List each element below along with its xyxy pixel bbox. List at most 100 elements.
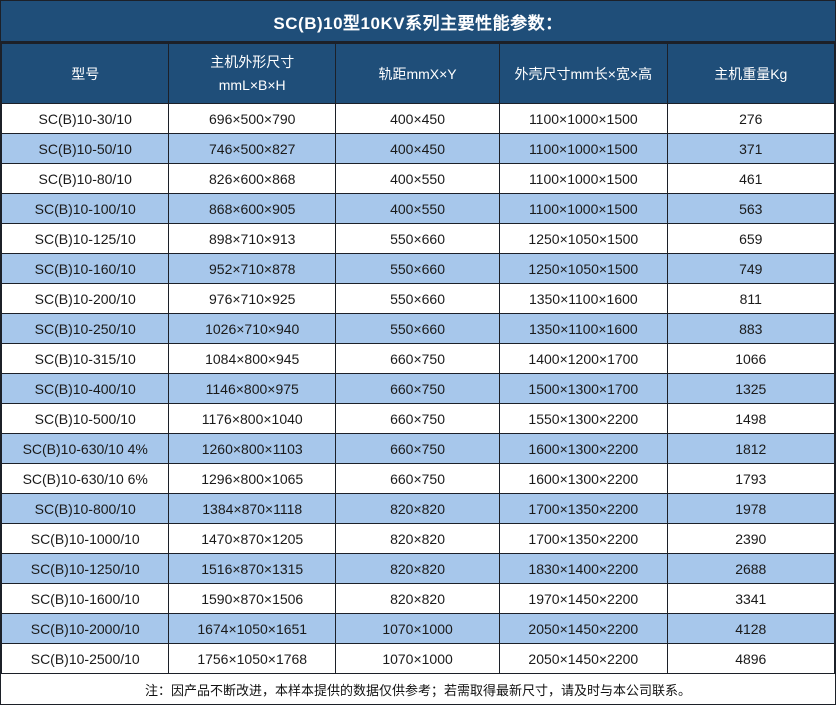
cell-model: SC(B)10-630/10 6% xyxy=(0,463,170,494)
cell-main-unit-dimensions: 746×500×827 xyxy=(168,133,337,164)
table-row: SC(B)10-250/10 1026×710×940 550×660 1350×11… xyxy=(0,313,836,344)
cell-main-unit-weight: 276 xyxy=(666,103,836,134)
cell-track-gauge: 660×750 xyxy=(335,373,501,404)
cell-enclosure-dimensions: 1100×1000×1500 xyxy=(499,163,668,194)
cell-enclosure-dimensions: 1250×1050×1500 xyxy=(499,223,668,254)
cell-main-unit-dimensions: 1026×710×940 xyxy=(168,313,337,344)
cell-main-unit-dimensions: 1296×800×1065 xyxy=(168,463,337,494)
col-header-track-gauge: 轨距mmX×Y xyxy=(335,43,501,104)
cell-main-unit-weight: 1325 xyxy=(666,373,836,404)
cell-track-gauge: 660×750 xyxy=(335,463,501,494)
cell-track-gauge: 660×750 xyxy=(335,403,501,434)
cell-enclosure-dimensions: 1700×1350×2200 xyxy=(499,523,668,554)
cell-main-unit-dimensions: 898×710×913 xyxy=(168,223,337,254)
cell-track-gauge: 400×550 xyxy=(335,163,501,194)
cell-main-unit-weight: 1812 xyxy=(666,433,836,464)
cell-enclosure-dimensions: 1700×1350×2200 xyxy=(499,493,668,524)
cell-track-gauge: 820×820 xyxy=(335,493,501,524)
cell-model: SC(B)10-2000/10 xyxy=(0,613,170,644)
cell-enclosure-dimensions: 1600×1300×2200 xyxy=(499,433,668,464)
cell-main-unit-weight: 749 xyxy=(666,253,836,284)
table-row: SC(B)10-630/10 6% 1296×800×1065 660×750 160… xyxy=(0,463,836,494)
table-row: SC(B)10-630/10 4% 1260×800×1103 660×750 160… xyxy=(0,433,836,464)
cell-main-unit-dimensions: 1260×800×1103 xyxy=(168,433,337,464)
cell-main-unit-weight: 3341 xyxy=(666,583,836,614)
table-row: SC(B)10-315/10 1084×800×945 660×750 1400×12… xyxy=(0,343,836,374)
cell-main-unit-weight: 371 xyxy=(666,133,836,164)
cell-enclosure-dimensions: 1350×1100×1600 xyxy=(499,313,668,344)
cell-main-unit-weight: 1066 xyxy=(666,343,836,374)
table-row: SC(B)10-50/10 746×500×827 400×450 1100×1000… xyxy=(0,133,836,164)
cell-model: SC(B)10-250/10 xyxy=(0,313,170,344)
cell-enclosure-dimensions: 1100×1000×1500 xyxy=(499,103,668,134)
page-title: SC(B)10型10KV系列主要性能参数： xyxy=(1,1,835,43)
table-row: SC(B)10-1600/10 1590×870×1506 820×820 1970×… xyxy=(0,583,836,614)
cell-model: SC(B)10-1600/10 xyxy=(0,583,170,614)
cell-main-unit-weight: 1498 xyxy=(666,403,836,434)
cell-main-unit-dimensions: 696×500×790 xyxy=(168,103,337,134)
cell-model: SC(B)10-50/10 xyxy=(0,133,170,164)
cell-track-gauge: 820×820 xyxy=(335,523,501,554)
cell-main-unit-dimensions: 1516×870×1315 xyxy=(168,553,337,584)
cell-track-gauge: 550×660 xyxy=(335,283,501,314)
table-row: SC(B)10-125/10 898×710×913 550×660 1250×105… xyxy=(0,223,836,254)
cell-track-gauge: 1070×1000 xyxy=(335,643,501,674)
cell-main-unit-dimensions: 1146×800×975 xyxy=(168,373,337,404)
cell-model: SC(B)10-2500/10 xyxy=(0,643,170,674)
cell-main-unit-weight: 883 xyxy=(666,313,836,344)
table-row: SC(B)10-800/10 1384×870×1118 820×820 1700×1… xyxy=(0,493,836,524)
cell-enclosure-dimensions: 1830×1400×2200 xyxy=(499,553,668,584)
cell-track-gauge: 660×750 xyxy=(335,433,501,464)
cell-enclosure-dimensions: 1600×1300×2200 xyxy=(499,463,668,494)
cell-track-gauge: 1070×1000 xyxy=(335,613,501,644)
cell-main-unit-weight: 659 xyxy=(666,223,836,254)
cell-model: SC(B)10-30/10 xyxy=(0,103,170,134)
cell-main-unit-dimensions: 1674×1050×1651 xyxy=(168,613,337,644)
cell-model: SC(B)10-1250/10 xyxy=(0,553,170,584)
cell-model: SC(B)10-200/10 xyxy=(0,283,170,314)
col-header-enclosure-dimensions: 外壳尺寸mm长×宽×高 xyxy=(499,43,668,104)
cell-main-unit-weight: 2390 xyxy=(666,523,836,554)
cell-main-unit-weight: 4128 xyxy=(666,613,836,644)
cell-model: SC(B)10-315/10 xyxy=(0,343,170,374)
cell-main-unit-dimensions: 1590×870×1506 xyxy=(168,583,337,614)
cell-track-gauge: 550×660 xyxy=(335,223,501,254)
cell-main-unit-dimensions: 1176×800×1040 xyxy=(168,403,337,434)
cell-main-unit-dimensions: 868×600×905 xyxy=(168,193,337,224)
cell-enclosure-dimensions: 1970×1450×2200 xyxy=(499,583,668,614)
table-row: SC(B)10-200/10 976×710×925 550×660 1350×110… xyxy=(0,283,836,314)
table-row: SC(B)10-1000/10 1470×870×1205 820×820 1700×… xyxy=(0,523,836,554)
cell-track-gauge: 660×750 xyxy=(335,343,501,374)
cell-main-unit-dimensions: 826×600×868 xyxy=(168,163,337,194)
header-row: 型号 主机外形尺寸 mmL×B×H 轨距mmX×Y 外壳尺寸mm长×宽×高 主机… xyxy=(0,43,836,104)
cell-model: SC(B)10-800/10 xyxy=(0,493,170,524)
cell-main-unit-dimensions: 952×710×878 xyxy=(168,253,337,284)
col-header-model: 型号 xyxy=(0,43,170,104)
cell-model: SC(B)10-400/10 xyxy=(0,373,170,404)
cell-track-gauge: 820×820 xyxy=(335,553,501,584)
cell-main-unit-weight: 2688 xyxy=(666,553,836,584)
cell-main-unit-weight: 563 xyxy=(666,193,836,224)
table-row: SC(B)10-400/10 1146×800×975 660×750 1500×13… xyxy=(0,373,836,404)
cell-enclosure-dimensions: 1400×1200×1700 xyxy=(499,343,668,374)
cell-track-gauge: 550×660 xyxy=(335,313,501,344)
cell-enclosure-dimensions: 1250×1050×1500 xyxy=(499,253,668,284)
cell-track-gauge: 550×660 xyxy=(335,253,501,284)
col-header-main-unit-weight: 主机重量Kg xyxy=(666,43,836,104)
footer-note: 注：因产品不断改进，本样本提供的数据仅供参考；若需取得最新尺寸，请及时与本公司联… xyxy=(1,674,835,704)
cell-main-unit-weight: 1793 xyxy=(666,463,836,494)
cell-model: SC(B)10-100/10 xyxy=(0,193,170,224)
cell-track-gauge: 400×550 xyxy=(335,193,501,224)
cell-track-gauge: 820×820 xyxy=(335,583,501,614)
table-row: SC(B)10-30/10 696×500×790 400×450 1100×1000… xyxy=(0,103,836,134)
cell-main-unit-dimensions: 1084×800×945 xyxy=(168,343,337,374)
cell-model: SC(B)10-80/10 xyxy=(0,163,170,194)
table-row: SC(B)10-500/10 1176×800×1040 660×750 1550×1… xyxy=(0,403,836,434)
cell-enclosure-dimensions: 1550×1300×2200 xyxy=(499,403,668,434)
cell-main-unit-dimensions: 976×710×925 xyxy=(168,283,337,314)
table-row: SC(B)10-100/10 868×600×905 400×550 1100×100… xyxy=(0,193,836,224)
table-row: SC(B)10-80/10 826×600×868 400×550 1100×1000… xyxy=(0,163,836,194)
table-row: SC(B)10-2000/10 1674×1050×1651 1070×1000 20… xyxy=(0,613,836,644)
cell-main-unit-dimensions: 1470×870×1205 xyxy=(168,523,337,554)
table-row: SC(B)10-2500/10 1756×1050×1768 1070×1000 20… xyxy=(0,643,836,674)
